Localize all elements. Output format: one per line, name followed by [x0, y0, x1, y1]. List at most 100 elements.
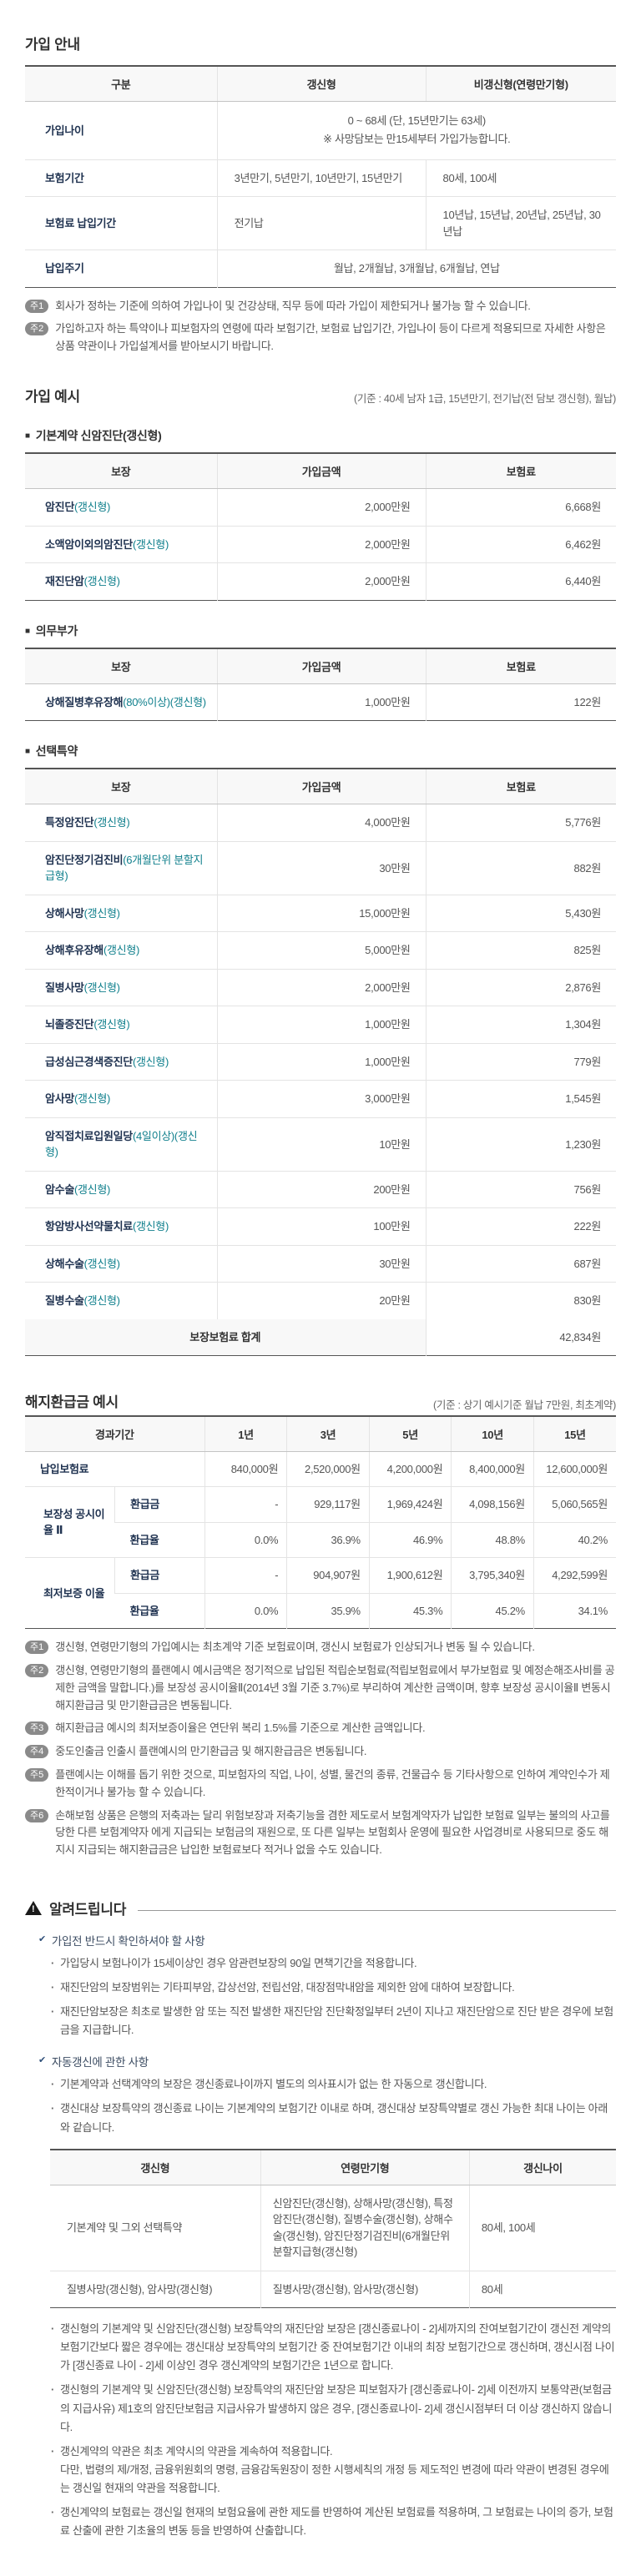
note-item: 주1 회사가 정하는 기준에 의하여 가입나이 및 건강상태, 직무 등에 따라…	[25, 298, 616, 315]
header-coverage: 보장	[25, 453, 218, 490]
coverage-name-cell: 소액암이외의암진단(갱신형)	[25, 525, 218, 563]
coverage-name-cell: 상해후유장해(갱신형)	[25, 931, 218, 970]
coverage-row: 암진단정기검진비(6개월단위 분할지급형) 30만원 882원	[25, 840, 616, 895]
coverage-name-cell: 급성심근경색증진단(갱신형)	[25, 1042, 218, 1081]
coverage-amount-cell: 20만원	[216, 1282, 426, 1319]
coverage-premium-cell: 222원	[425, 1207, 616, 1246]
bullet-item: 기본계약과 선택계약의 보장은 갱신종료나이까지 별도의 의사표시가 없는 한 …	[50, 2075, 616, 2094]
mandatory-table: 보장 가입금액 보험료 상해질병후유장해(80%이상)(갱신형) 1,000만원…	[25, 647, 616, 722]
coverage-name-cell: 질병수술(갱신형)	[25, 1282, 218, 1319]
coverage-row: 암수술(갱신형) 200만원 756원	[25, 1170, 616, 1208]
coverage-premium-cell: 1,304원	[425, 1006, 616, 1044]
coverage-name-cell: 재진단암(갱신형)	[25, 562, 218, 601]
coverage-amount-cell: 3,000만원	[216, 1080, 426, 1118]
coverage-name-cell: 특정암진단(갱신형)	[25, 804, 218, 842]
bullet-item: 재진단암의 보장범위는 기타피부암, 갑상선암, 전립선암, 대장점막내암을 제…	[50, 1979, 616, 1997]
refund-cell: 46.9%	[368, 1521, 452, 1558]
subtitle-optional: 선택특약	[25, 743, 616, 759]
coverage-premium-cell: 5,430원	[425, 894, 616, 932]
renewal-header-renewal: 갱신형	[50, 2149, 261, 2185]
paid-value-3y: 2,520,000원	[286, 1451, 370, 1487]
square-bullet-icon	[25, 624, 30, 638]
note-item: 주2 갱신형, 연령만기형의 플랜예시 예시금액은 정기적으로 납입된 적립순보…	[25, 1662, 616, 1714]
note-text: 플랜예시는 이해를 돕기 위한 것으로, 피보험자의 직업, 나이, 성별, 물…	[55, 1768, 610, 1798]
refund-header-5y: 5년	[368, 1415, 452, 1452]
refund-caption: (기준 : 상기 예시기준 월납 7만원, 최초계약)	[433, 1399, 616, 1411]
coverage-amount-cell: 2,000만원	[216, 968, 426, 1006]
refund-cell: 3,795,340원	[451, 1557, 534, 1594]
coverage-row: 항암방사선약물치료(갱신형) 100만원 222원	[25, 1207, 616, 1246]
coverage-amount-cell: 15,000만원	[216, 894, 426, 932]
coverage-row: 암진단(갱신형) 2,000만원 6,668원	[25, 488, 616, 527]
coverage-name-cell: 상해질병후유장해(80%이상)(갱신형)	[25, 683, 218, 721]
guide-table-header-row: 구분 갱신형 비갱신형(연령만기형)	[25, 66, 616, 103]
coverage-row: 상해질병후유장해(80%이상)(갱신형) 1,000만원 122원	[25, 683, 616, 721]
total-premium-row: 보장보험료 합계 42,834원	[25, 1318, 616, 1356]
group-label-published-rate: 보장성 공시이율 Ⅱ	[43, 1507, 105, 1537]
sub-label-refund-amount: 환급금	[130, 1569, 160, 1582]
notice-header: 알려드립니다	[25, 1898, 616, 1918]
coverage-premium-cell: 779원	[425, 1042, 616, 1081]
note-item: 주4 중도인출금 인출시 플랜예시의 만기환급금 및 해지환급금은 변동됩니다.	[25, 1743, 616, 1761]
refund-cell: 4,292,599원	[532, 1557, 616, 1594]
age-line1: 0 ~ 68세 (단, 15년만기는 63세)	[347, 114, 487, 128]
note-text: 갱신형, 연령만기형의 가입예시는 최초계약 기준 보험료이며, 갱신시 보험료…	[55, 1641, 535, 1654]
coverage-amount-cell: 2,000만원	[216, 525, 426, 563]
coverage-row: 급성심근경색증진단(갱신형) 1,000만원 779원	[25, 1042, 616, 1081]
note-badge: 주3	[25, 1722, 49, 1736]
coverage-amount-cell: 1,000만원	[216, 683, 426, 721]
refund-row-min-rate-ratio: 환급율 0.0% 35.9% 45.3% 45.2% 34.1%	[25, 1592, 616, 1629]
section-title-notice: 알려드립니다	[49, 1902, 127, 1918]
bullet-item: 가입당시 보험나이가 15세이상인 경우 암관련보장의 90일 면책기간을 적용…	[50, 1954, 616, 1973]
row-label-period: 보험기간	[45, 171, 84, 184]
coverage-name-cell: 암직접치료입원일당(4일이상)(갱신형)	[25, 1117, 218, 1172]
note-item: 주5 플랜예시는 이해를 돕기 위한 것으로, 피보험자의 직업, 나이, 성별…	[25, 1767, 616, 1802]
period-nonrenewal-cell: 80세, 100세	[425, 159, 616, 197]
coverage-row: 상해후유장해(갱신형) 5,000만원 825원	[25, 931, 616, 970]
renewal-cell: 질병사망(갱신형), 암사망(갱신형)	[50, 2270, 261, 2308]
header-coverage: 보장	[25, 769, 218, 805]
note-item: 주2 가입하고자 하는 특약이나 피보험자의 연령에 따라 보험기간, 보험료 …	[25, 320, 616, 355]
coverage-row: 특정암진단(갱신형) 4,000만원 5,776원	[25, 804, 616, 842]
renewal-cell: 질병사망(갱신형), 암사망(갱신형)	[260, 2270, 470, 2308]
note-badge: 주4	[25, 1745, 49, 1759]
coverage-row: 질병수술(갱신형) 20만원 830원	[25, 1282, 616, 1319]
notice-group-heading: 자동갱신에 관한 사항	[51, 2056, 149, 2069]
coverage-amount-cell: 1,000만원	[216, 1042, 426, 1081]
guide-row-age: 가입나이 0 ~ 68세 (단, 15년만기는 63세) ※ 사망담보는 만15…	[25, 101, 616, 160]
example-table-header-row: 보장 가입금액 보험료	[25, 648, 616, 684]
pay-period-renewal-cell: 전기납	[216, 196, 426, 250]
optional-table: 보장 가입금액 보험료 특정암진단(갱신형) 4,000만원 5,776원 암진…	[25, 768, 616, 1357]
header-amount: 가입금액	[216, 453, 426, 490]
square-bullet-icon	[25, 744, 30, 758]
renewal-cell: 80세	[468, 2270, 616, 2308]
coverage-premium-cell: 5,776원	[425, 804, 616, 842]
refund-header-elapsed: 경과기간	[25, 1415, 205, 1452]
warning-icon	[25, 1901, 42, 1916]
square-bullet-icon	[25, 429, 30, 442]
renewal-header-age-maturity: 연령만기형	[260, 2149, 470, 2185]
coverage-premium-cell: 6,668원	[425, 488, 616, 527]
refund-cell: 0.0%	[204, 1592, 287, 1629]
header-amount: 가입금액	[216, 769, 426, 805]
period-renewal-cell: 3년만기, 5년만기, 10년만기, 15년만기	[216, 159, 426, 197]
refund-cell: 35.9%	[286, 1592, 370, 1629]
renewal-table-row: 기본계약 및 그외 선택특약 신암진단(갱신형), 상해사망(갱신형), 특정암…	[50, 2185, 616, 2271]
refund-cell: 929,117원	[286, 1486, 370, 1523]
coverage-name-cell: 뇌졸증진단(갱신형)	[25, 1006, 218, 1044]
coverage-amount-cell: 4,000만원	[216, 804, 426, 842]
refund-row-published-rate-ratio: 환급율 0.0% 36.9% 46.9% 48.8% 40.2%	[25, 1521, 616, 1558]
header-premium: 보험료	[425, 648, 616, 684]
note-badge: 주1	[25, 1641, 49, 1655]
note-item: 주6 손해보험 상품은 은행의 저축과는 달리 위험보장과 저축기능을 겸한 제…	[25, 1807, 616, 1859]
coverage-amount-cell: 1,000만원	[216, 1006, 426, 1044]
example-table-header-row: 보장 가입금액 보험료	[25, 453, 616, 490]
notice-bullet-list: 갱신형의 기본계약 및 신암진단(갱신형) 보장특약의 재진단암 보장은 [갱신…	[50, 2320, 616, 2540]
coverage-name-cell: 질병사망(갱신형)	[25, 968, 218, 1006]
coverage-row: 상해사망(갱신형) 15,000만원 5,430원	[25, 894, 616, 932]
header-amount: 가입금액	[216, 648, 426, 684]
notice-underline	[138, 1910, 616, 1912]
guide-table: 구분 갱신형 비갱신형(연령만기형) 가입나이 0 ~ 68세 (단, 15년만…	[25, 65, 616, 288]
refund-cell: -	[204, 1557, 287, 1594]
